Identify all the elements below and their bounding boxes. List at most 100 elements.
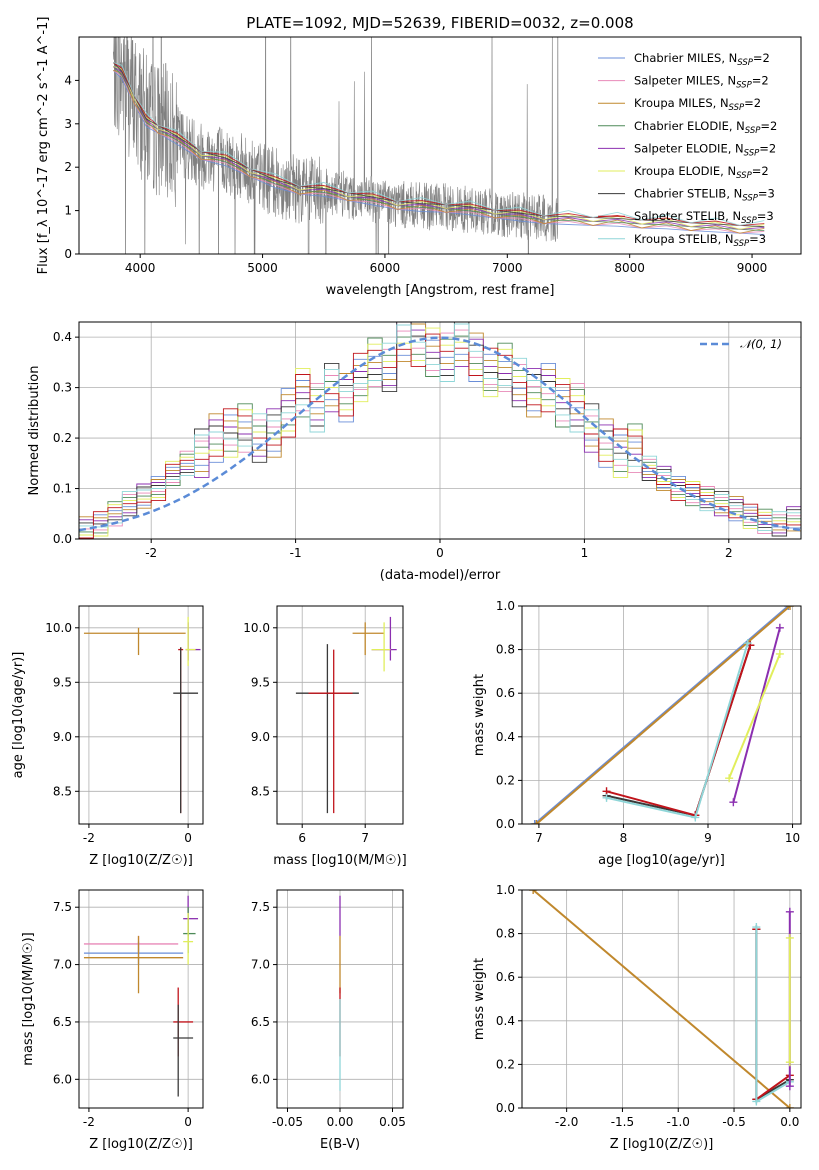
x-axis-label: mass [log10(M/M☉)] [273,853,406,868]
x-tick-label: 2 [725,546,733,560]
y-tick-label: 7.5 [53,900,72,914]
x-tick-label: 0 [184,1115,192,1129]
model-spectrum-kroupa-elodie [113,66,765,230]
model-spectrum-salpeter-elodie [113,66,765,230]
normal-curve [79,336,801,532]
axes-frame [276,889,404,1109]
x-tick-label: 0.00 [327,1115,354,1129]
y-tick-label: 10.0 [45,621,72,635]
y-tick-label: 0.8 [496,643,515,657]
y-axis-label: mass weight [472,674,487,756]
chart-panel-6: -2 0 6.0 6.5 7.0 7.5 Z [log10(Z/Z☉)] mass [log1… [21,889,204,1152]
plot-area [79,322,801,539]
chart-panel-5: 7 8 9 10 0.0 0.2 0.4 0.6 0.8 1.0 age [log10(age/yr… [472,599,802,868]
y-tick-label: 3 [64,117,72,131]
x-tick-label: -2.0 [555,1115,578,1129]
weight-marker [725,774,734,783]
model-spectrum-chabrier-elodie [112,66,765,232]
y-tick-label: 0.2 [496,773,515,787]
x-axis-label: Z [log10(Z/Z☉)] [610,1137,714,1152]
x-tick-label: 8 [620,831,628,845]
observed-spectrum [113,37,559,254]
weight-line-salpeter-elodie [732,627,781,803]
x-tick-label: 8000 [614,261,645,275]
legend-label: Salpeter ELODIE, NSSP=2 [634,141,776,158]
weight-line-salpeter-stelib [755,929,791,1102]
plot-area [295,616,397,814]
x-tick-label: 0.0 [780,1115,799,1129]
weight-marker [785,933,794,942]
legend-label: Kroupa MILES, NSSP=2 [634,96,761,113]
x-tick-label: 9 [704,831,712,845]
y-tick-label: 6.5 [251,1015,270,1029]
x-tick-label: -0.05 [272,1115,303,1129]
legend-label: Chabrier ELODIE, NSSP=2 [634,119,777,136]
legend-label: Kroupa STELIB, NSSP=3 [634,232,766,249]
weight-marker [785,1082,794,1091]
x-tick-label: -2 [83,831,95,845]
weight-marker [785,1104,794,1108]
y-tick-label: 0.4 [496,1014,515,1028]
y-tick-label: 9.0 [53,730,72,744]
y-axis-label: age [log10(age/yr)] [11,652,26,779]
x-tick-label: -0.5 [722,1115,745,1129]
weight-line-salpeter-stelib [606,644,752,817]
x-tick-label: 0.05 [379,1115,406,1129]
weight-line-kroupa-miles [535,606,791,824]
weight-marker [729,798,738,807]
plot-area [112,37,765,254]
x-tick-label: -2 [83,1115,95,1129]
x-axis-label: E(B-V) [320,1137,360,1152]
legend-label: Chabrier STELIB, NSSP=3 [634,187,775,204]
y-tick-label: 6.0 [53,1072,72,1086]
weight-marker [530,820,539,824]
axes-frame [521,889,802,1109]
y-tick-label: 10.0 [243,621,270,635]
weight-marker [785,907,794,916]
weight-marker [752,1097,761,1106]
x-tick-label: 4000 [125,261,156,275]
weight-marker [785,1058,794,1067]
model-spectrum-salpeter-miles [113,70,765,234]
axes-frame [521,605,802,825]
axes-frame [276,605,404,825]
x-tick-label: 0 [184,831,192,845]
x-tick-label: 7 [535,831,543,845]
x-tick-label: 7000 [492,261,523,275]
x-tick-label: 6000 [370,261,401,275]
axes-frame [78,321,802,540]
legend-label: Chabrier MILES, NSSP=2 [634,51,770,68]
y-tick-label: 1.0 [496,883,515,897]
y-tick-label: 4 [64,73,72,87]
weight-marker [602,793,611,802]
axes-frame [78,36,802,255]
weight-line-chabrier-stelib [755,929,791,1102]
weight-line-kroupa-miles [532,890,791,1108]
weight-marker [532,820,541,824]
chart-panel-1: 4000 5000 6000 7000 8000 9000 0 1 2 3 4 wavelength … [36,17,802,298]
chart-panel-2: -2 -1 0 1 2 0.0 0.1 0.2 0.3 0.4 (data-model)/error… [27,321,802,583]
weight-marker [752,923,761,932]
model-spectrum-kroupa-stelib [113,62,765,226]
y-tick-label: 9.5 [53,675,72,689]
weight-line-kroupa-stelib [755,927,791,1104]
y-tick-label: 0.8 [496,927,515,941]
y-tick-label: 0.0 [496,817,515,831]
y-tick-label: 0.2 [53,431,72,445]
y-tick-label: 9.5 [251,675,270,689]
y-tick-label: 0 [64,247,72,261]
x-tick-label: -2 [145,546,157,560]
spectrum-legend: Chabrier MILES, NSSP=2 Salpeter MILES, NS… [598,51,777,249]
weight-marker [691,813,700,822]
y-tick-label: 0.2 [496,1057,515,1071]
x-tick-label: 10 [785,831,800,845]
chart-panel-7: -0.05 0.00 0.05 6.0 6.5 7.0 7.5 E(B-V) [251,889,406,1152]
legend-label: 𝒩(0, 1) [740,337,782,351]
weight-marker [775,623,784,632]
x-tick-label: 1 [581,546,589,560]
x-tick-label: 6 [298,831,306,845]
y-tick-label: 6.0 [251,1072,270,1086]
weight-marker [786,606,795,610]
legend-label: Kroupa ELODIE, NSSP=2 [634,164,769,181]
x-axis-label: Z [log10(Z/Z☉)] [89,853,193,868]
